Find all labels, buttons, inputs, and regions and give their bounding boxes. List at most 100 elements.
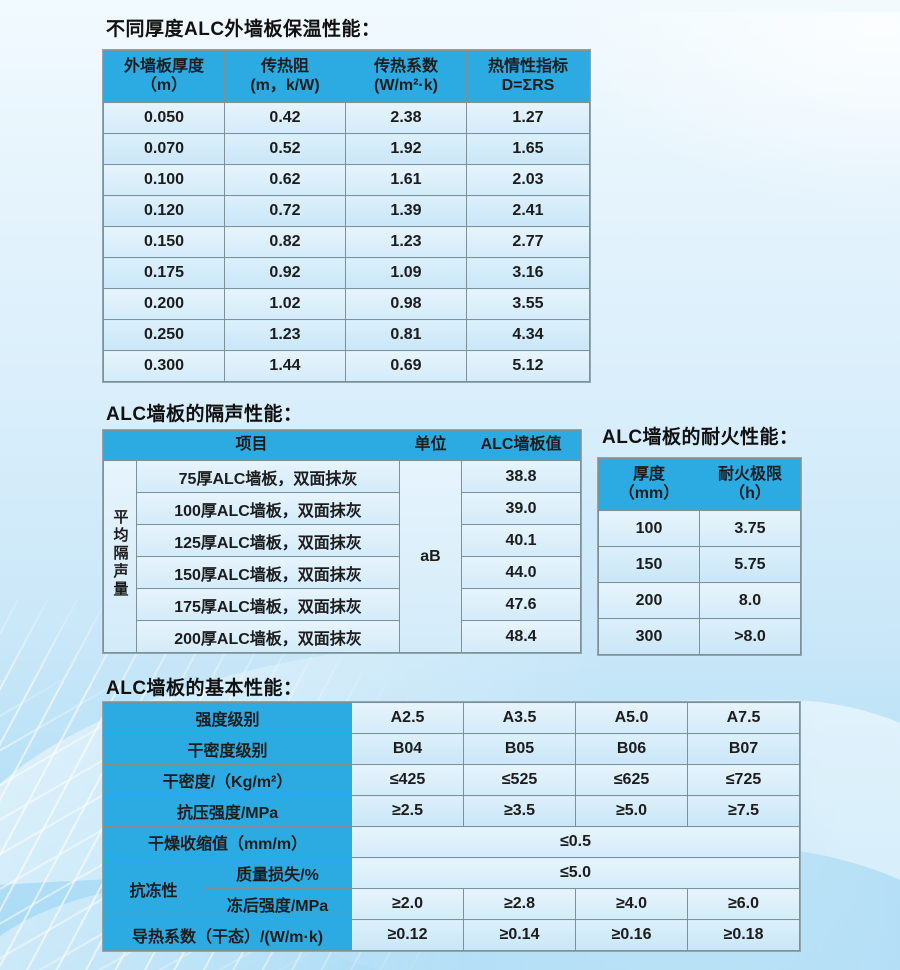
table-row: 0.250 1.23 0.81 4.34 bbox=[103, 319, 590, 351]
table-cell: 150 bbox=[598, 546, 700, 583]
table-row: 0.300 1.44 0.69 5.12 bbox=[103, 350, 590, 382]
insulation-section-title: 不同厚度ALC外墙板保温性能： bbox=[106, 19, 381, 40]
table-cell: 0.070 bbox=[103, 133, 225, 165]
table-cell-item: 175厚ALC墙板，双面抹灰 bbox=[135, 588, 401, 621]
table-cell: 1.65 bbox=[466, 133, 590, 165]
table-cell: 0.42 bbox=[224, 102, 346, 134]
table-cell: 0.52 bbox=[224, 133, 346, 165]
table-cell-value: ≤625 bbox=[575, 764, 689, 796]
row-label: 干燥收缩值（mm/m） bbox=[102, 826, 353, 858]
table-cell: 0.72 bbox=[224, 195, 346, 227]
row-label: 强度级别 bbox=[102, 702, 353, 734]
table-cell-item: 150厚ALC墙板，双面抹灰 bbox=[135, 556, 401, 589]
table-cell-value: ≥4.0 bbox=[575, 888, 689, 920]
table-cell: 1.61 bbox=[345, 164, 467, 196]
table-row: 125厚ALC墙板，双面抹灰 40.1 bbox=[104, 524, 582, 557]
table-cell-value: 48.4 bbox=[461, 620, 582, 653]
table-cell: 3.55 bbox=[466, 288, 590, 320]
table-cell-value: ≥0.14 bbox=[463, 919, 577, 951]
table-row: 0.175 0.92 1.09 3.16 bbox=[103, 257, 590, 289]
table-cell: 2.41 bbox=[466, 195, 590, 227]
table-cell-spanned-value: ≤0.5 bbox=[351, 826, 801, 858]
col-header-thickness: 外墙板厚度 （m） bbox=[103, 50, 225, 103]
table-cell: 100 bbox=[598, 510, 700, 547]
table-header-row: 项目 单位 ALC墙板值 bbox=[102, 430, 582, 461]
table-cell-value: B06 bbox=[575, 733, 689, 765]
table-row: 0.120 0.72 1.39 2.41 bbox=[103, 195, 590, 227]
table-row: 强度级别 A2.5 A3.5 A5.0 A7.5 bbox=[102, 702, 801, 734]
row-group-label: 抗冻性 bbox=[103, 857, 204, 920]
table-cell-value: B04 bbox=[351, 733, 465, 765]
table-cell: 1.39 bbox=[345, 195, 467, 227]
row-group-label-average-sound-insulation: 平均隔声量 bbox=[103, 460, 137, 653]
table-cell-value: ≥0.12 bbox=[351, 919, 465, 951]
table-cell-value: ≥6.0 bbox=[687, 888, 801, 920]
table-cell-value: ≥2.5 bbox=[351, 795, 465, 827]
col-header-line1: 传热系数 bbox=[373, 57, 438, 75]
col-header-fire-limit-h: 耐火极限 （h） bbox=[699, 458, 801, 511]
table-header-row: 厚度 （mm） 耐火极限 （h） bbox=[598, 458, 801, 511]
table-cell: 8.0 bbox=[699, 582, 801, 619]
sound-insulation-table: 项目 单位 ALC墙板值 平均隔声量 75厚ALC墙板，双面抹灰 aB 38.8 100… bbox=[102, 430, 582, 653]
table-cell: 2.38 bbox=[345, 102, 467, 134]
table-row: 0.100 0.62 1.61 2.03 bbox=[103, 164, 590, 196]
table-cell-value: A2.5 bbox=[351, 702, 465, 734]
fire-resistance-table: 厚度 （mm） 耐火极限 （h） 100 3.75 150 5.75 200 8.0 300… bbox=[598, 458, 801, 655]
table-cell: >8.0 bbox=[699, 618, 801, 655]
table-row: 0.200 1.02 0.98 3.55 bbox=[103, 288, 590, 320]
table-cell: 1.27 bbox=[466, 102, 590, 134]
table-cell: 0.175 bbox=[103, 257, 225, 289]
table-cell-spanned-value: ≤5.0 bbox=[351, 857, 801, 889]
table-row: 200厚ALC墙板，双面抹灰 48.4 bbox=[104, 620, 582, 653]
table-cell-item: 125厚ALC墙板，双面抹灰 bbox=[135, 524, 401, 557]
table-row: 100 3.75 bbox=[598, 510, 801, 547]
sound-section-title: ALC墙板的隔声性能： bbox=[106, 404, 303, 425]
table-cell: 300 bbox=[598, 618, 700, 655]
table-row: 导热系数（干态）/(W/m·k) ≥0.12 ≥0.14 ≥0.16 ≥0.18 bbox=[102, 919, 801, 951]
table-cell: 0.200 bbox=[103, 288, 225, 320]
basic-section-title: ALC墙板的基本性能： bbox=[106, 678, 303, 699]
insulation-table: 外墙板厚度 （m） 传热阻 (m，k/W) 传热系数 (W/m²·k) 热情性指… bbox=[103, 50, 590, 382]
col-header-thermal-inertia-index: 热情性指标 D=ΣRS bbox=[466, 50, 590, 103]
col-header-thickness-mm: 厚度 （mm） bbox=[598, 458, 700, 511]
table-row: 干密度级别 B04 B05 B06 B07 bbox=[102, 733, 801, 765]
col-header-item: 项目 bbox=[102, 430, 401, 461]
table-cell: 0.69 bbox=[345, 350, 467, 382]
table-row: 冻后强度/MPa ≥2.0 ≥2.8 ≥4.0 ≥6.0 bbox=[104, 888, 801, 920]
table-row: 300 >8.0 bbox=[598, 618, 801, 655]
table-cell: 3.16 bbox=[466, 257, 590, 289]
table-cell-value: ≥0.18 bbox=[687, 919, 801, 951]
table-cell-item: 200厚ALC墙板，双面抹灰 bbox=[135, 620, 401, 653]
col-header-heat-transfer-coefficient: 传热系数 (W/m²·k) bbox=[345, 50, 467, 103]
table-cell: 0.82 bbox=[224, 226, 346, 258]
table-cell-value: ≤725 bbox=[687, 764, 801, 796]
table-row: 200 8.0 bbox=[598, 582, 801, 619]
table-cell-value: ≥2.0 bbox=[351, 888, 465, 920]
table-row: 150 5.75 bbox=[598, 546, 801, 583]
table-cell-item: 75厚ALC墙板，双面抹灰 bbox=[135, 460, 401, 493]
table-cell: 0.300 bbox=[103, 350, 225, 382]
table-cell: 1.02 bbox=[224, 288, 346, 320]
table-cell: 1.09 bbox=[345, 257, 467, 289]
col-header-line2: （m） bbox=[140, 76, 188, 94]
table-cell-value: A5.0 bbox=[575, 702, 689, 734]
table-row: 175厚ALC墙板，双面抹灰 47.6 bbox=[104, 588, 582, 621]
table-cell: 0.120 bbox=[103, 195, 225, 227]
table-cell: 1.92 bbox=[345, 133, 467, 165]
table-cell-value: ≥0.16 bbox=[575, 919, 689, 951]
row-label: 干密度/（Kg/m²） bbox=[102, 764, 353, 796]
table-cell-value: 38.8 bbox=[461, 460, 582, 493]
table-cell-item: 100厚ALC墙板，双面抹灰 bbox=[135, 492, 401, 525]
row-sub-label: 冻后强度/MPa bbox=[202, 888, 353, 920]
table-cell-value: B05 bbox=[463, 733, 577, 765]
table-cell-value: ≤525 bbox=[463, 764, 577, 796]
col-header-line2: (W/m²·k) bbox=[374, 76, 438, 94]
table-row: 抗压强度/MPa ≥2.5 ≥3.5 ≥5.0 ≥7.5 bbox=[102, 795, 801, 827]
col-header-line2: （mm） bbox=[618, 484, 680, 502]
col-header-alc-value: ALC墙板值 bbox=[461, 430, 582, 461]
table-cell-value: A7.5 bbox=[687, 702, 801, 734]
table-row: 干密度/（Kg/m²） ≤425 ≤525 ≤625 ≤725 bbox=[102, 764, 801, 796]
row-label: 导热系数（干态）/(W/m·k) bbox=[102, 919, 353, 951]
table-cell: 0.150 bbox=[103, 226, 225, 258]
table-cell: 2.03 bbox=[466, 164, 590, 196]
